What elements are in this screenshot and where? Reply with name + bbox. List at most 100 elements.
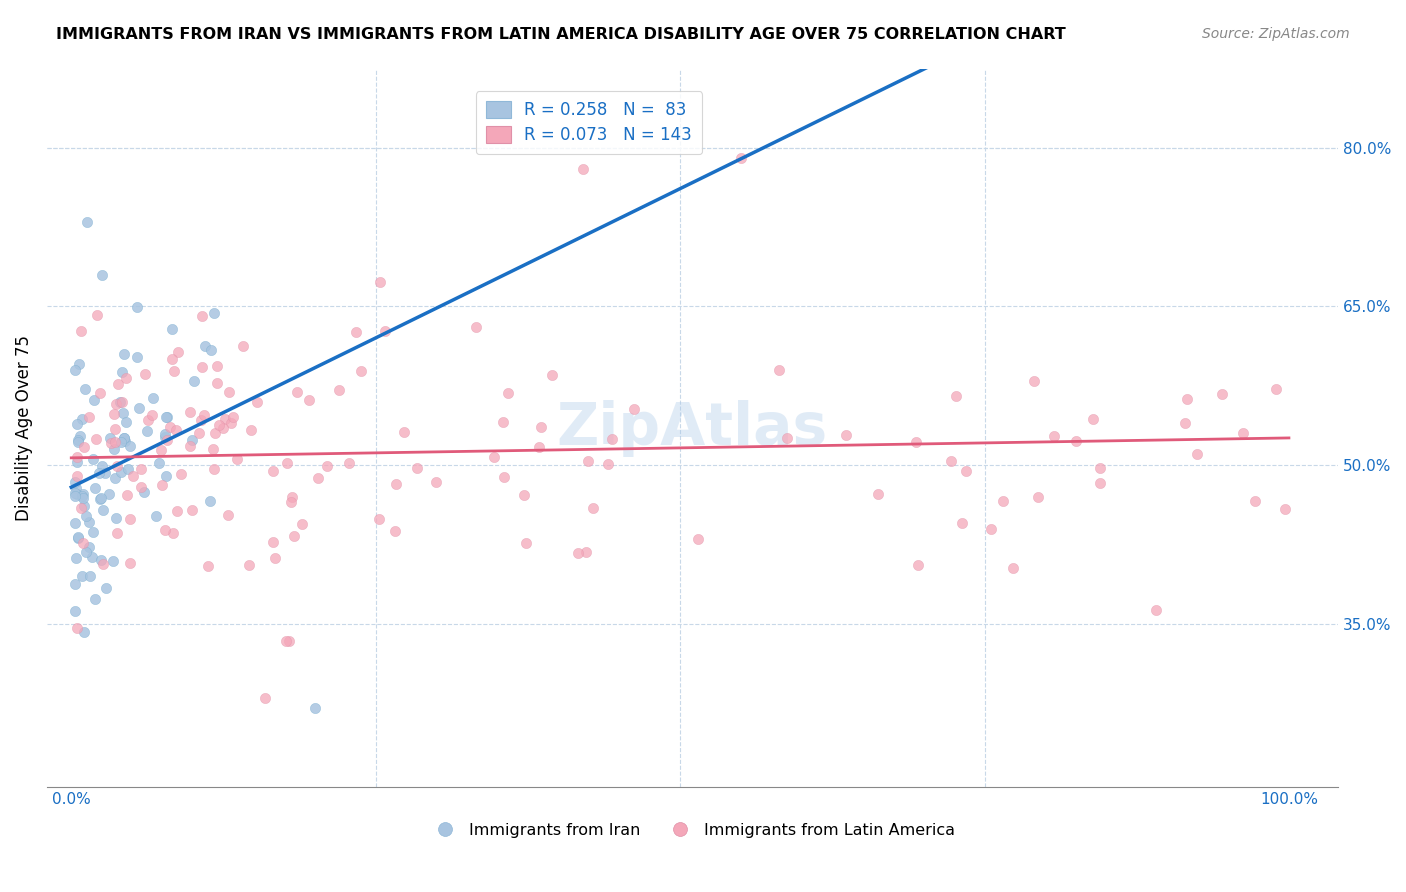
Point <box>132 484 155 499</box>
Point <box>105 458 128 473</box>
Point <box>134 368 156 382</box>
Point <box>66 433 89 447</box>
Point <box>980 522 1002 536</box>
Point <box>77 540 100 554</box>
Point <box>110 434 132 449</box>
Point <box>1024 374 1046 388</box>
Point <box>153 426 176 441</box>
Point <box>148 457 170 471</box>
Point <box>112 347 135 361</box>
Point <box>70 500 93 515</box>
Point <box>276 456 298 470</box>
Point <box>217 508 239 522</box>
Point <box>197 558 219 573</box>
Point <box>111 365 134 379</box>
Point <box>89 553 111 567</box>
Point <box>66 531 89 545</box>
Point <box>602 432 624 446</box>
Point <box>193 408 215 422</box>
Point <box>70 569 93 583</box>
Point <box>76 215 98 229</box>
Point <box>394 425 416 440</box>
Point <box>104 422 127 436</box>
Point <box>955 464 977 478</box>
Point <box>73 440 96 454</box>
Point <box>89 492 111 507</box>
Point <box>202 462 225 476</box>
Point <box>1066 434 1088 448</box>
Point <box>72 536 94 550</box>
Point <box>179 439 201 453</box>
Legend: Immigrants from Iran, Immigrants from Latin America: Immigrants from Iran, Immigrants from La… <box>423 816 962 844</box>
Point <box>344 326 367 340</box>
Point <box>79 569 101 583</box>
Point <box>160 351 183 366</box>
Point <box>226 452 249 467</box>
Point <box>112 431 135 445</box>
Point <box>945 389 967 403</box>
Point <box>141 392 163 406</box>
Point <box>129 462 152 476</box>
Point <box>280 490 302 504</box>
Point <box>204 425 226 440</box>
Point <box>104 397 127 411</box>
Point <box>263 551 285 566</box>
Point <box>368 275 391 289</box>
Point <box>155 410 177 425</box>
Point <box>63 604 86 618</box>
Point <box>84 481 107 495</box>
Point <box>598 457 620 471</box>
Point <box>253 690 276 705</box>
Point <box>75 544 97 558</box>
Point <box>162 526 184 541</box>
Point <box>581 500 603 515</box>
Point <box>69 429 91 443</box>
Point <box>907 558 929 573</box>
Point <box>541 368 564 383</box>
Point <box>63 486 86 500</box>
Point <box>103 554 125 568</box>
Point <box>212 421 235 435</box>
Point <box>205 359 228 373</box>
Point <box>222 409 245 424</box>
Point <box>77 515 100 529</box>
Point <box>114 371 136 385</box>
Point <box>515 535 537 549</box>
Point <box>232 339 254 353</box>
Point <box>187 425 209 440</box>
Point <box>218 384 240 399</box>
Point <box>315 459 337 474</box>
Point <box>262 464 284 478</box>
Point <box>118 556 141 570</box>
Point <box>66 450 89 464</box>
Point <box>70 412 93 426</box>
Point <box>82 525 104 540</box>
Point <box>280 495 302 509</box>
Text: IMMIGRANTS FROM IRAN VS IMMIGRANTS FROM LATIN AMERICA DISABILITY AGE OVER 75 COR: IMMIGRANTS FROM IRAN VS IMMIGRANTS FROM … <box>56 27 1066 42</box>
Point <box>868 486 890 500</box>
Point <box>160 322 183 336</box>
Point <box>1244 494 1267 508</box>
Point <box>117 462 139 476</box>
Point <box>103 442 125 456</box>
Point <box>492 469 515 483</box>
Point <box>90 491 112 506</box>
Point <box>105 511 128 525</box>
Point <box>66 455 89 469</box>
Point <box>1088 476 1111 491</box>
Point <box>730 152 752 166</box>
Point <box>202 306 225 320</box>
Point <box>163 364 186 378</box>
Point <box>1081 412 1104 426</box>
Point <box>73 624 96 639</box>
Point <box>73 500 96 514</box>
Point <box>939 453 962 467</box>
Point <box>103 434 125 449</box>
Point <box>75 382 97 396</box>
Point <box>67 357 90 371</box>
Point <box>91 557 114 571</box>
Point <box>66 487 89 501</box>
Point <box>571 161 593 176</box>
Point <box>65 551 87 566</box>
Point <box>567 546 589 560</box>
